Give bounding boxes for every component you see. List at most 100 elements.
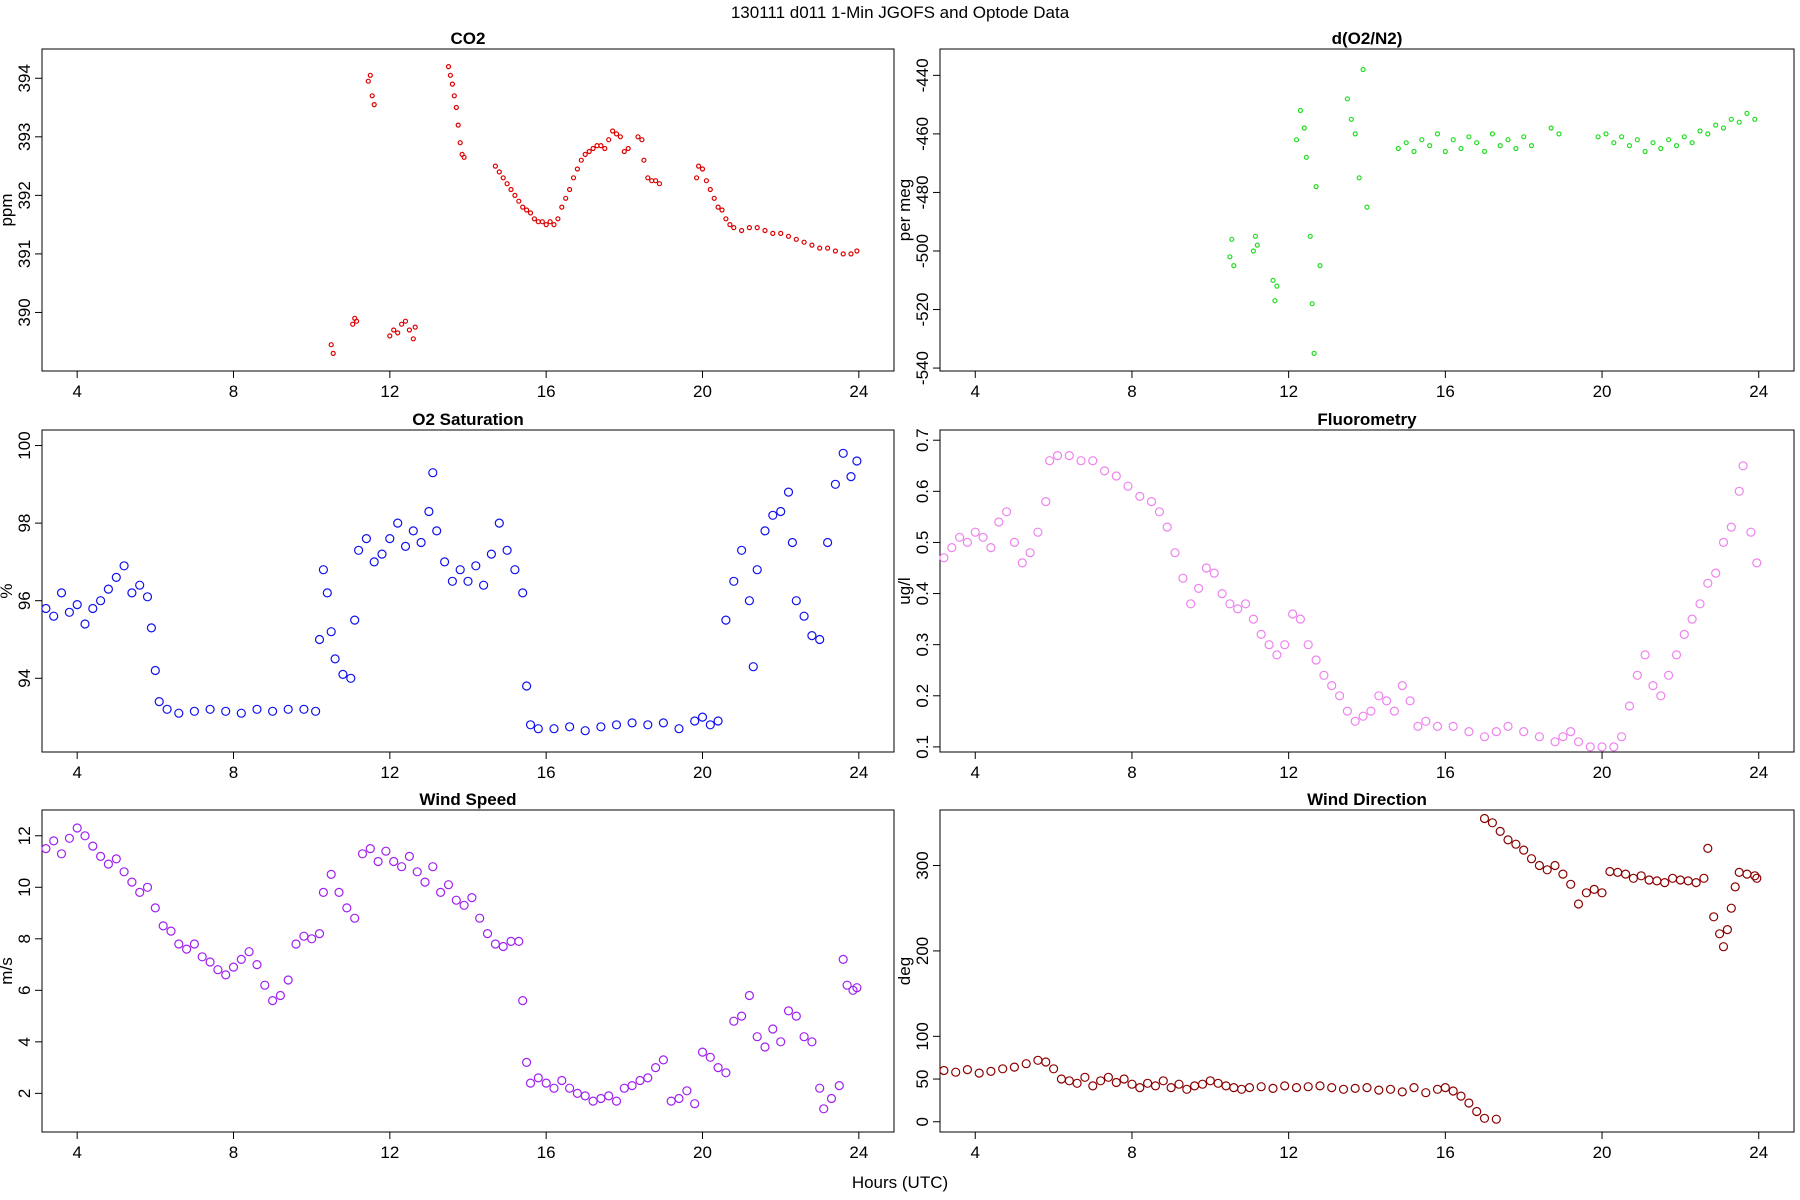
o2-saturation-data-point: [521, 681, 532, 691]
o2-saturation-data-point: [721, 615, 731, 625]
wind-speed-data-point: [64, 833, 75, 843]
fluorometry-data-point: [1123, 481, 1133, 491]
d-o2-n2-data-point: [1293, 137, 1300, 143]
o2-saturation-data-point: [354, 545, 364, 555]
co2-data-point: [447, 72, 453, 78]
co2-data-point: [492, 163, 498, 169]
o2-saturation-data-point: [361, 533, 371, 544]
d-o2-n2-data-point: [1313, 184, 1319, 190]
wind-direction-data-point: [1350, 1083, 1360, 1094]
fluorometry-data-point: [1726, 522, 1736, 532]
d-o2-n2-data-point: [1317, 263, 1323, 269]
wind-speed-y-tick-label: 2: [15, 1089, 34, 1098]
o2-saturation-x-tick-label: 20: [693, 763, 712, 782]
wind-speed-plot-frame: [41, 809, 895, 1133]
wind-speed-data-point: [350, 913, 360, 923]
wind-direction-data-point: [1291, 1082, 1302, 1093]
fluorometry-data-point: [954, 532, 965, 542]
wind-direction-data-point: [1487, 818, 1498, 828]
wind-speed-data-point: [768, 1024, 778, 1034]
d-o2-n2-data-point: [1301, 125, 1307, 131]
wind-speed-data-point: [56, 849, 67, 859]
d-o2-n2-y-tick-label: -460: [913, 117, 932, 151]
wind-direction-x-tick-label: 8: [1127, 1143, 1136, 1162]
wind-direction-x-tick-label: 20: [1593, 1143, 1612, 1162]
d-o2-n2-y-tick-label: -440: [913, 58, 932, 92]
d-o2-n2-data-point: [1713, 122, 1719, 128]
o2-saturation-data-point: [369, 557, 379, 567]
o2-saturation-data-point: [41, 603, 51, 614]
wind-direction-data-point: [1581, 888, 1592, 898]
wind-speed-data-point: [318, 887, 328, 898]
fluorometry-data-point: [1272, 650, 1282, 660]
wind-speed-data-point: [682, 1086, 692, 1096]
fluorometry-data-point: [1491, 726, 1501, 737]
o2-saturation-data-point: [486, 549, 496, 559]
fluorometry-data-point: [1178, 573, 1188, 583]
fluorometry-data-point: [1162, 522, 1172, 532]
wind-speed-data-point: [459, 900, 469, 910]
wind-speed-data-point: [596, 1093, 606, 1104]
o2-saturation-data-point: [56, 588, 67, 598]
fluorometry-data-point: [1088, 456, 1098, 466]
co2-data-point: [453, 104, 459, 111]
co2-data-point: [754, 225, 760, 231]
wind-direction-data-point: [1111, 1077, 1121, 1088]
wind-speed-data-point: [451, 895, 461, 905]
o2-saturation-data-point: [162, 704, 172, 714]
figure-title: 130111 d011 1-Min JGOFS and Optode Data: [731, 3, 1070, 22]
o2-saturation-data-point: [799, 611, 809, 621]
o2-saturation-data-point: [189, 706, 199, 716]
fluorometry-y-tick-label: 0.7: [913, 428, 932, 452]
d-o2-n2-x-tick-label: 16: [1436, 382, 1455, 401]
co2-data-point: [848, 251, 854, 257]
o2-saturation-data-point: [174, 708, 184, 718]
d-o2-n2-data-point: [1272, 298, 1278, 304]
o2-saturation-data-point: [432, 526, 442, 536]
wind-direction-data-point: [1534, 860, 1545, 871]
fluorometry-y-tick-label: 0.1: [913, 735, 932, 759]
o2-saturation-data-point: [807, 630, 817, 641]
wind-speed-data-point: [690, 1099, 700, 1109]
fluorometry-data-point: [1045, 456, 1055, 466]
o2-saturation-data-point: [838, 448, 848, 458]
d-o2-n2-data-point: [1689, 140, 1695, 146]
co2-data-point: [832, 248, 839, 254]
wind-direction-data-point: [1385, 1084, 1396, 1094]
wind-direction-data-point: [1479, 1113, 1490, 1123]
wind-direction-data-point: [1229, 1082, 1239, 1093]
d-o2-n2-data-point: [1356, 175, 1362, 181]
d-o2-n2-data-point: [1752, 116, 1758, 122]
wind-speed-data-point: [619, 1083, 629, 1093]
d-o2-n2-data-point: [1411, 148, 1417, 155]
o2-saturation-data-point: [611, 720, 622, 730]
fluorometry-data-point: [1025, 548, 1035, 558]
fluorometry-data-point: [1585, 742, 1595, 752]
co2-data-point: [455, 122, 461, 128]
o2-saturation-data-point: [791, 596, 801, 606]
wind-speed-data-point: [838, 954, 848, 965]
wind-speed-data-point: [334, 887, 344, 898]
wind-speed-y-tick-label: 8: [15, 934, 34, 943]
fluorometry-data-point: [1033, 527, 1043, 537]
d-o2-n2-data-point: [1642, 148, 1648, 155]
co2-data-point: [369, 93, 375, 99]
wind-speed-data-point: [221, 970, 231, 980]
fluorometry-data-point: [1170, 548, 1180, 558]
wind-direction-data-point: [1048, 1064, 1059, 1074]
o2-saturation-data-point: [95, 596, 106, 606]
wind-direction-data-point: [1374, 1085, 1384, 1095]
wind-direction-data-point: [1064, 1076, 1074, 1086]
wind-direction-data-point: [1722, 924, 1733, 935]
o2-saturation-data-point: [748, 662, 758, 672]
o2-saturation-data-point: [64, 607, 75, 617]
co2-data-point: [406, 327, 412, 333]
wind-direction-data-point: [1189, 1081, 1200, 1091]
o2-saturation-data-point: [783, 487, 794, 497]
wind-direction-data-point: [1597, 888, 1607, 898]
wind-direction-y-axis-label: deg: [895, 957, 914, 985]
wind-direction-data-point: [1440, 1082, 1450, 1093]
o2-saturation-data-point: [627, 718, 637, 728]
d-o2-n2-x-tick-label: 24: [1749, 382, 1768, 401]
